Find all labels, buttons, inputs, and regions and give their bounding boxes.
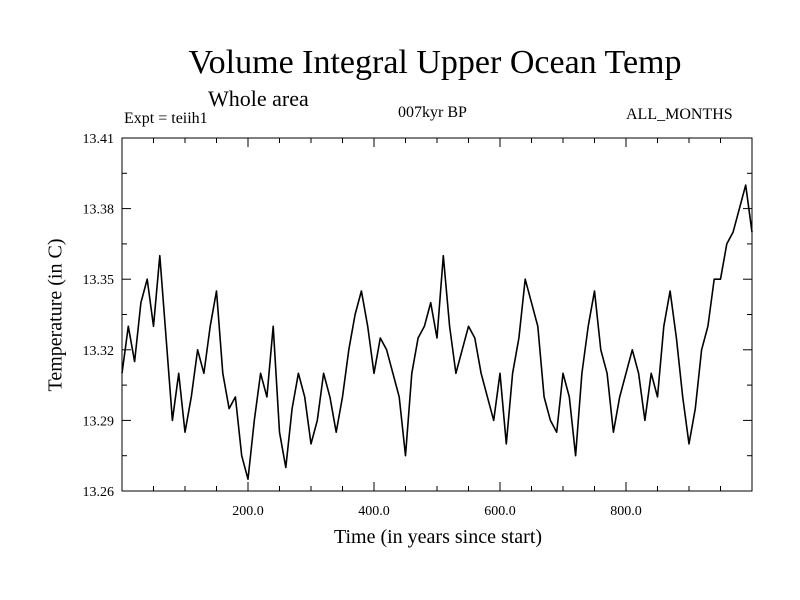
x-tick-label: 600.0 bbox=[484, 504, 516, 519]
x-tick-label: 400.0 bbox=[358, 504, 390, 519]
y-tick-label: 13.38 bbox=[83, 203, 115, 218]
experiment-label: Expt = teiih1 bbox=[124, 110, 208, 127]
y-tick-label: 13.26 bbox=[83, 485, 115, 500]
plot-frame bbox=[121, 137, 753, 492]
x-tick-label: 800.0 bbox=[610, 504, 642, 519]
y-tick-label: 13.35 bbox=[83, 273, 115, 288]
y-tick-label: 13.29 bbox=[83, 414, 115, 429]
y-axis-label: Temperature (in C) bbox=[44, 238, 67, 392]
y-tick-label: 13.41 bbox=[83, 132, 115, 147]
x-tick-label: 200.0 bbox=[232, 504, 264, 519]
x-axis-label: Time (in years since start) bbox=[333, 526, 543, 548]
series-line-0 bbox=[121, 184, 753, 481]
chart-title: Volume Integral Upper Ocean Temp bbox=[188, 44, 682, 81]
y-tick-label: 13.32 bbox=[83, 344, 115, 359]
months-label: ALL_MONTHS bbox=[626, 106, 733, 123]
chart-subtitle: Whole area bbox=[208, 86, 309, 111]
period-label: 007kyr BP bbox=[398, 104, 467, 121]
